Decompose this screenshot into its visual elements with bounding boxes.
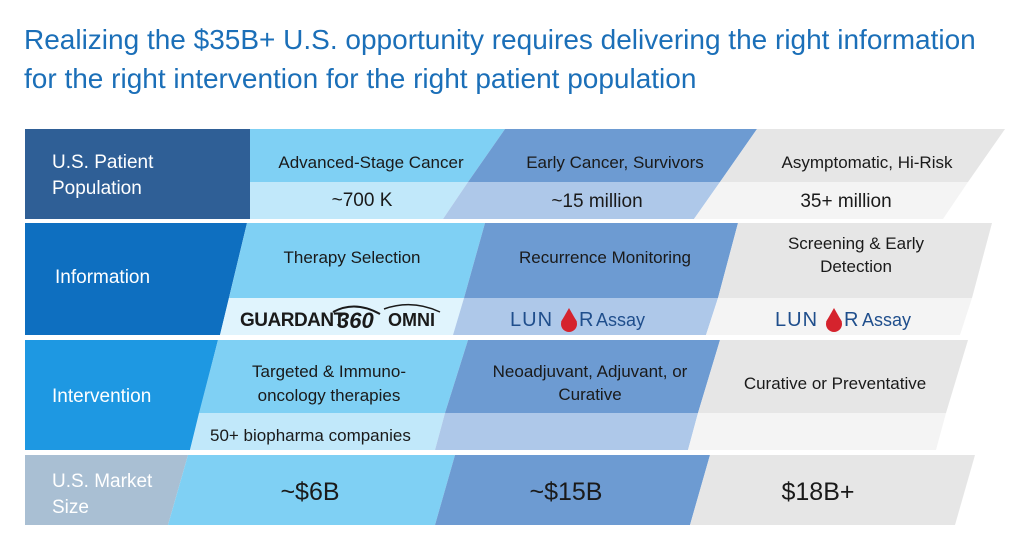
col3-population-label: Asymptomatic, Hi-Risk [782, 153, 953, 172]
col3-population-size: 35+ million [800, 191, 891, 212]
col2-information-label: Recurrence Monitoring [519, 248, 691, 267]
col1-intervention-cell [199, 340, 468, 413]
row-label-population-line1: U.S. Patient [52, 152, 154, 173]
col3-logo-cell [706, 298, 972, 335]
col2-information-cell [464, 223, 738, 298]
col2-population-label: Early Cancer, Survivors [526, 153, 704, 172]
col3-market-cell [690, 455, 975, 525]
col2-intervention-line2: Curative [558, 385, 621, 404]
lunar-wordmark-col3: LUN [775, 309, 818, 331]
col1-market-cell [168, 455, 455, 525]
col3-market-value: $18B+ [782, 478, 855, 506]
col2-market-cell [435, 455, 710, 525]
col2-logo-cell [453, 298, 718, 335]
col2-population-size: ~15 million [551, 191, 642, 212]
row-label-population-line2: Population [52, 178, 142, 199]
row-label-bg-population [25, 129, 250, 219]
lunar-assay-col3: Assay [862, 310, 911, 330]
lunar-wordmark-col2: LUN [510, 309, 553, 331]
col2-market-value: ~$15B [530, 478, 603, 506]
slide-title: Realizing the $35B+ U.S. opportunity req… [24, 24, 976, 94]
col3-information-line1: Screening & Early [788, 234, 925, 253]
col1-information-cell [229, 223, 485, 298]
col2-intervention-line1: Neoadjuvant, Adjuvant, or [493, 362, 688, 381]
guardant-360: 360 [337, 308, 374, 333]
guardant-wordmark: GUARDANT [240, 310, 346, 331]
col2-population-cell [468, 129, 757, 182]
col2-intervention-cell [445, 340, 720, 413]
guardant-swoosh [332, 305, 381, 315]
row-label-bg-market [25, 455, 188, 525]
lunar-assay-logo-col2: LUN R Assay [510, 308, 645, 332]
col3-population-cell [720, 129, 1005, 182]
col3-information-cell [718, 223, 992, 298]
col1-population-size: ~700 K [332, 190, 393, 211]
guardant360-omni-logo: GUARDANT 360 OMNI [240, 303, 441, 333]
lunar-r-col2: R [579, 309, 593, 331]
col2-intervention-note-cell [435, 413, 698, 450]
col1-market-value: ~$6B [280, 478, 339, 506]
col1-intervention-line2: oncology therapies [258, 386, 401, 405]
lunar-assay-col2: Assay [596, 310, 645, 330]
col1-information-label: Therapy Selection [283, 248, 420, 267]
lunar-assay-logo-col3: LUN R Assay [775, 308, 911, 332]
col1-population-cell [250, 129, 505, 182]
col3-intervention-note-cell [688, 413, 946, 450]
col1-logo-cell [220, 298, 464, 335]
col2-population-size-cell [443, 182, 720, 219]
col3-intervention-label: Curative or Preventative [744, 374, 926, 393]
col1-intervention-note: 50+ biopharma companies [210, 426, 411, 445]
lunar-r-col3: R [844, 309, 858, 331]
col1-population-label: Advanced-Stage Cancer [278, 153, 464, 172]
row-label-information: Information [55, 267, 150, 288]
row-label-market-line1: U.S. Market [52, 471, 153, 492]
row-label-bg-information [25, 223, 247, 335]
col3-population-size-cell [694, 182, 968, 219]
row-label-bg-intervention [25, 340, 218, 450]
col3-information-line2: Detection [820, 257, 892, 276]
omni-wordmark: OMNI [388, 310, 435, 330]
row-label-market-line2: Size [52, 497, 89, 518]
row-label-intervention: Intervention [52, 386, 151, 407]
col1-intervention-note-cell [190, 413, 445, 450]
col1-population-size-cell [250, 182, 468, 219]
col1-intervention-line1: Targeted & Immuno- [252, 362, 406, 381]
col3-intervention-cell [698, 340, 968, 413]
omni-swoosh [383, 303, 441, 313]
